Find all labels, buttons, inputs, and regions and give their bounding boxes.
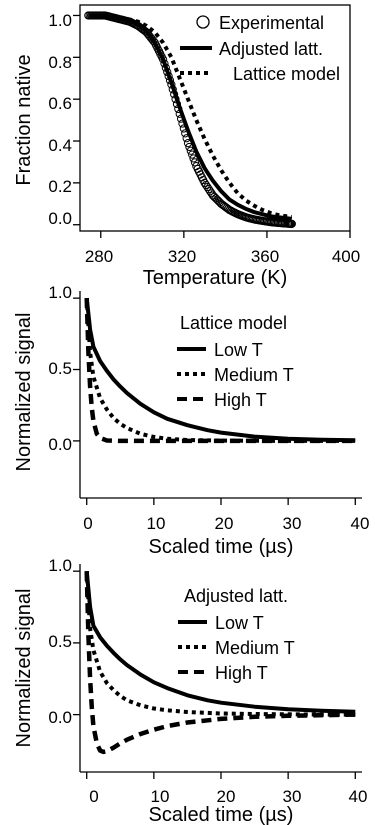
x-tick-label: 10 <box>147 514 166 533</box>
x-axis-title: Temperature (K) <box>143 267 288 289</box>
legend-label: Medium T <box>214 365 294 385</box>
series-marks <box>73 11 351 238</box>
series-line-medium-t <box>84 571 356 717</box>
y-tick-label: 0.0 <box>48 209 72 228</box>
series-line-medium-t <box>84 297 356 443</box>
x-tick-label: 30 <box>283 514 302 533</box>
legend-label: Adjusted latt. <box>219 39 323 59</box>
legend: Adjusted latt. Low T Medium T High T <box>178 586 295 683</box>
data-point-experimental <box>210 192 219 201</box>
legend-label: High T <box>215 663 268 683</box>
data-point-experimental <box>203 182 212 192</box>
x-tick-label: 40 <box>349 787 368 806</box>
legend-label: Experimental <box>219 13 324 33</box>
x-tick-label: 360 <box>251 247 279 266</box>
y-tick-label: 0.0 <box>48 435 72 454</box>
legend: Lattice model Low T Medium T High T <box>177 313 294 410</box>
series-marks <box>73 570 356 779</box>
data-point-experimental <box>212 195 222 204</box>
y-tick-label: 0.8 <box>48 53 72 72</box>
x-tick-label: 0 <box>83 514 92 533</box>
data-point-experimental <box>211 194 220 203</box>
y-tick-label: 0.0 <box>48 708 72 727</box>
legend-label: Medium T <box>215 638 295 658</box>
y-tick-label: 0.2 <box>48 177 72 196</box>
x-tick-label: 10 <box>151 787 170 806</box>
y-tick-label: 1.0 <box>48 283 72 302</box>
temperature-panel: 1.0 0.8 0.6 0.4 0.2 0.0 280 320 360 400 … <box>13 4 360 289</box>
plot-frame <box>79 4 351 232</box>
adjusted-lattice-panel: 1.0 0.5 0.0 0 10 20 30 40 Scaled time (µ… <box>13 556 367 825</box>
x-axis-title: Scaled time (µs) <box>149 536 294 558</box>
legend-title: Lattice model <box>180 313 287 333</box>
data-point-experimental <box>189 154 198 163</box>
x-tick-label: 30 <box>283 787 302 806</box>
y-tick-label: 0.6 <box>48 94 72 113</box>
y-axis-title: Normalized signal <box>13 589 35 748</box>
data-point-experimental <box>201 180 211 190</box>
data-point-experimental <box>200 178 209 187</box>
lattice-model-panel: 1.0 0.5 0.0 0 10 20 30 40 Scaled time (µ… <box>13 283 369 558</box>
x-tick-label: 320 <box>168 247 196 266</box>
x-tick-label: 20 <box>217 787 236 806</box>
series-line-lattice-model <box>88 13 293 219</box>
y-axis-title: Normalized signal <box>13 313 35 472</box>
legend-circle-marker <box>196 15 210 29</box>
x-tick-label: 0 <box>89 787 98 806</box>
y-tick-label: 1.0 <box>48 11 72 30</box>
legend-label: High T <box>214 390 267 410</box>
legend-label: Lattice model <box>233 64 340 84</box>
x-tick-label: 20 <box>215 514 234 533</box>
series-line-high-t <box>84 571 356 755</box>
y-tick-label: 0.5 <box>48 632 72 651</box>
y-tick-label: 0.5 <box>48 359 72 378</box>
x-axis-title: Scaled time (µs) <box>149 804 294 825</box>
series-marks <box>73 297 356 505</box>
series-line-high-t <box>84 298 356 444</box>
series-line-low-t <box>84 297 356 443</box>
legend: Experimental Adjusted latt. Lattice mode… <box>180 13 340 84</box>
legend-label: Low T <box>215 613 264 633</box>
y-axis-title: Fraction native <box>13 54 35 185</box>
data-point-experimental <box>204 185 213 194</box>
x-tick-label: 280 <box>85 247 113 266</box>
data-point-experimental <box>287 219 296 228</box>
series-line-low-t <box>84 571 356 714</box>
x-tick-label: 400 <box>332 247 360 266</box>
x-tick-label: 40 <box>351 514 370 533</box>
legend-label: Low T <box>214 340 263 360</box>
data-point-experimental <box>206 187 215 196</box>
y-tick-label: 0.4 <box>48 136 72 155</box>
legend-title: Adjusted latt. <box>184 586 288 606</box>
data-point-experimental <box>208 191 218 200</box>
y-tick-label: 1.0 <box>48 556 72 575</box>
data-point-experimental <box>190 158 200 167</box>
